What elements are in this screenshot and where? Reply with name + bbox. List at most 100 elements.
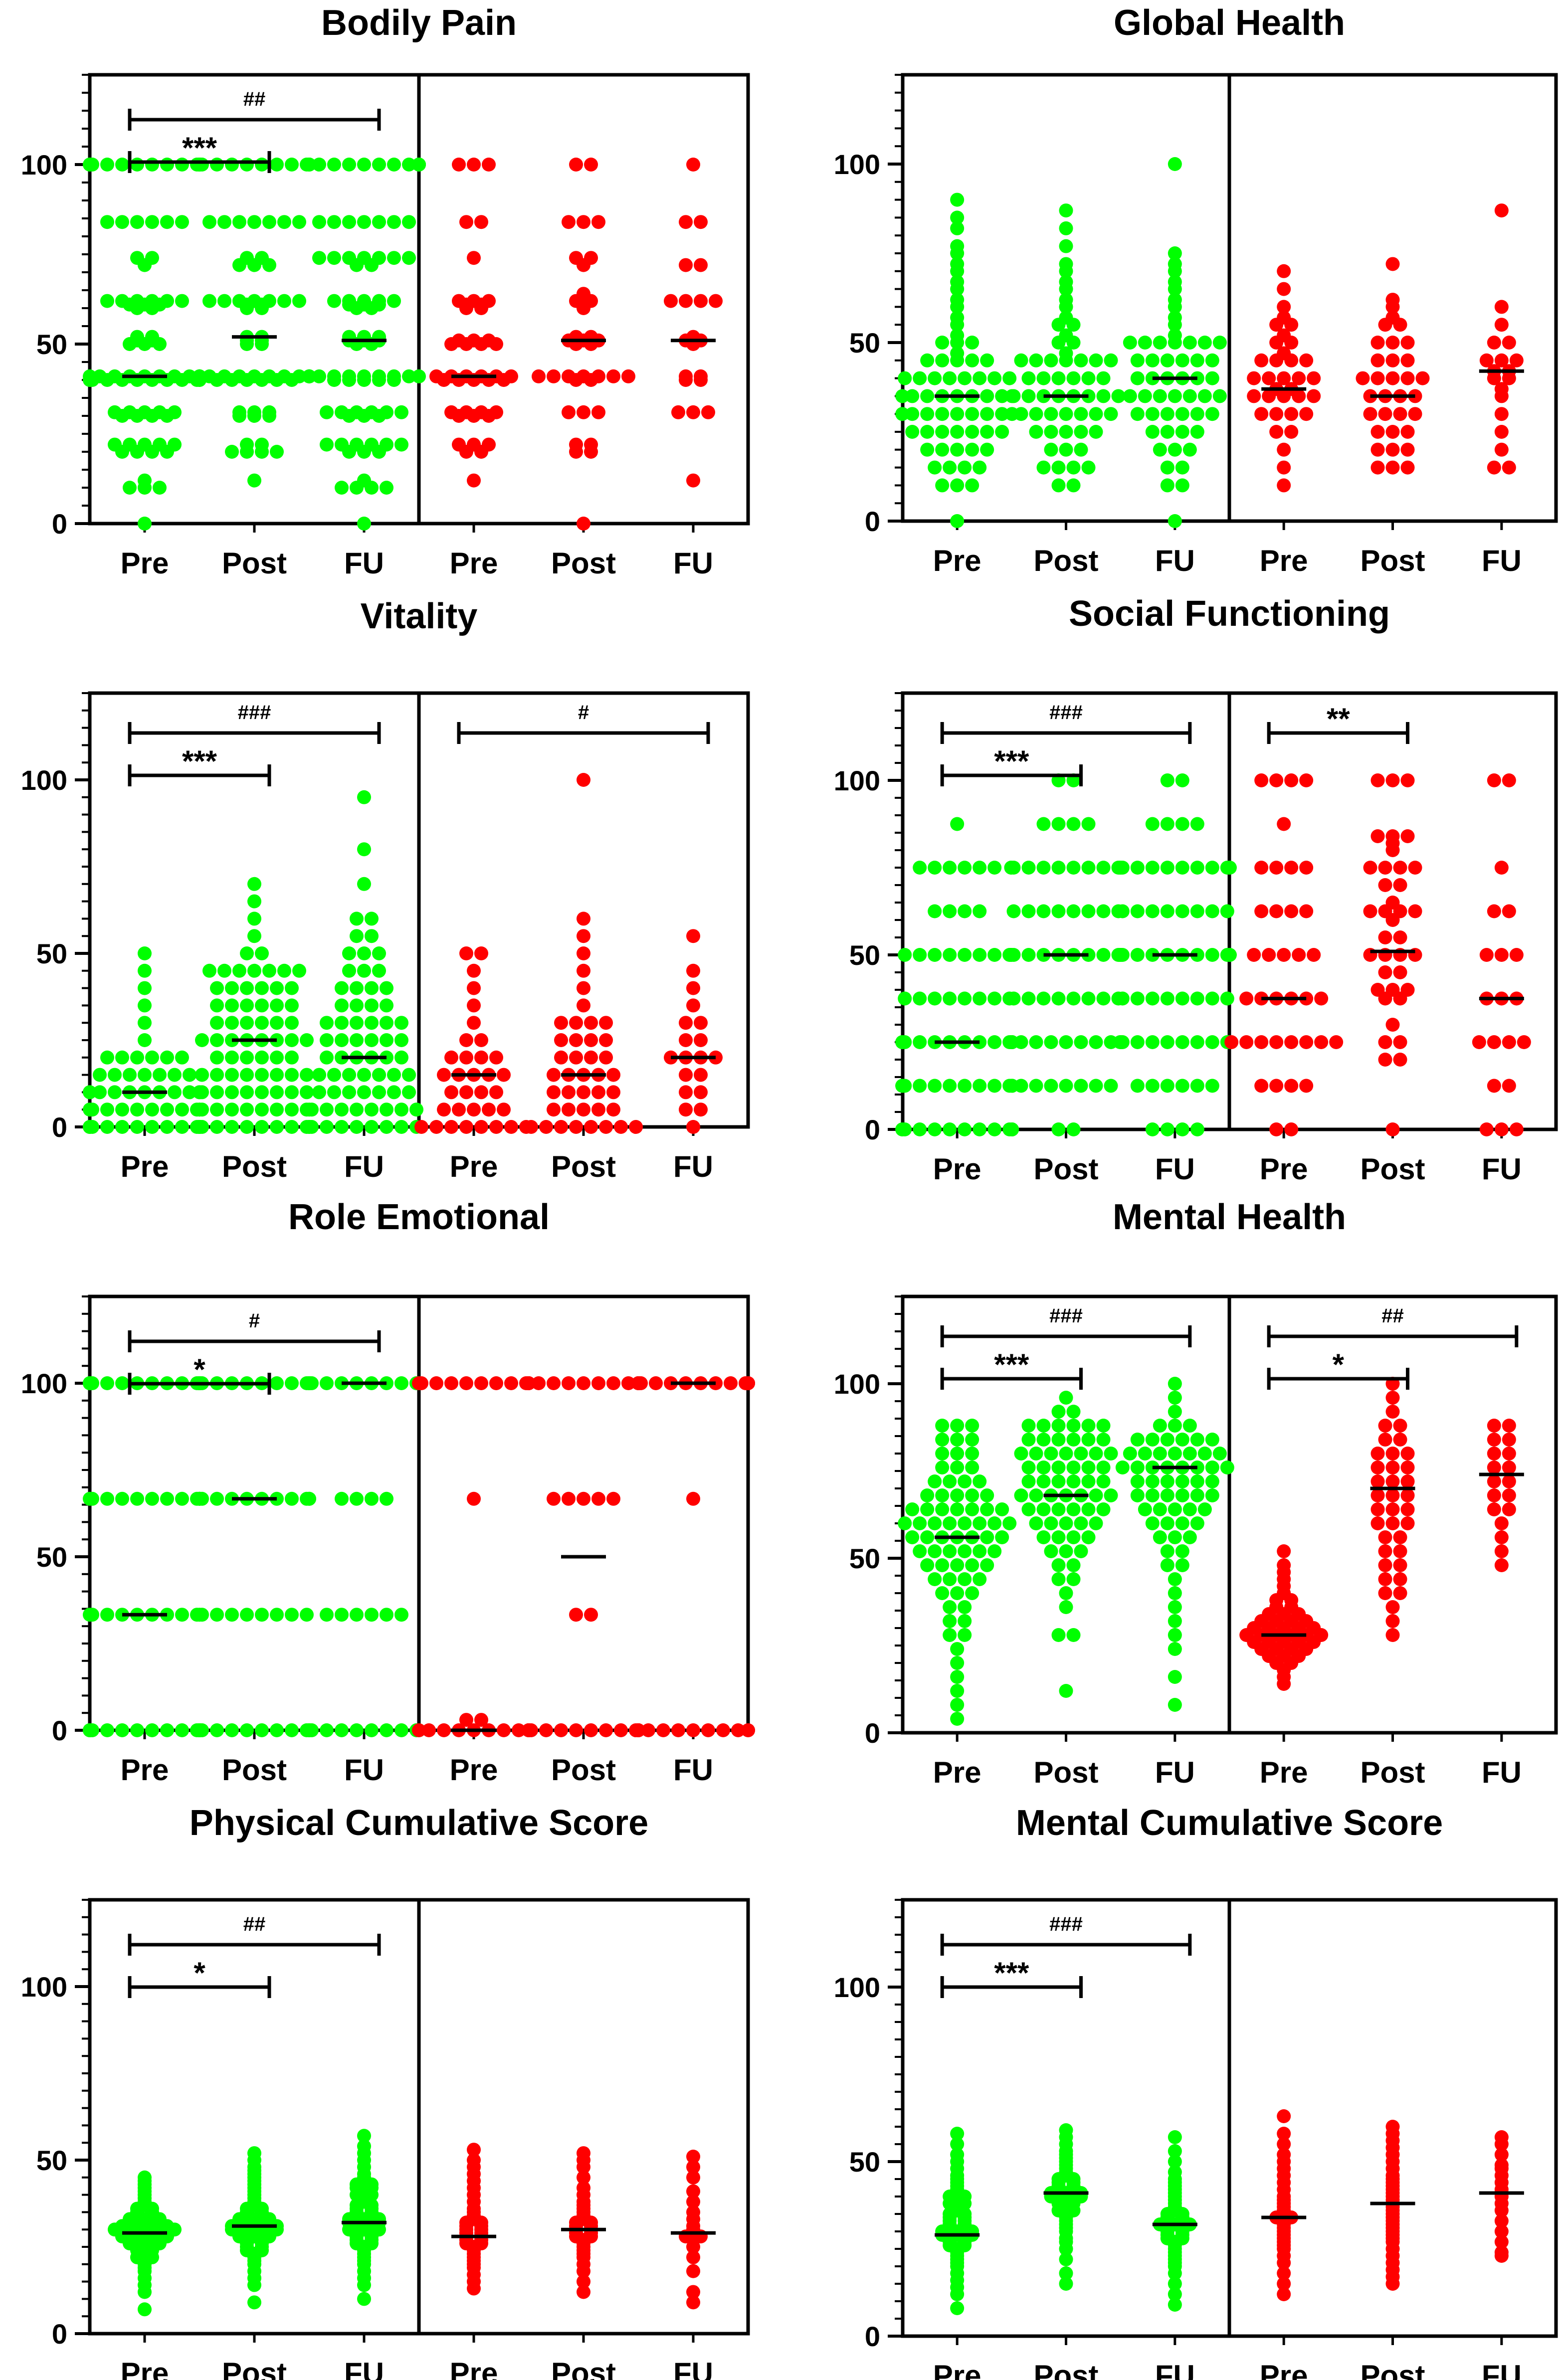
data-point: [1014, 353, 1028, 367]
data-point: [1036, 1419, 1051, 1433]
data-point: [1378, 930, 1392, 944]
data-point: [1239, 991, 1254, 1006]
data-point: [1160, 1544, 1174, 1558]
data-point: [1044, 1447, 1058, 1461]
data-point: [195, 1068, 209, 1082]
data-point: [1494, 861, 1509, 875]
data-point: [1190, 1516, 1204, 1530]
data-point: [1393, 1544, 1407, 1558]
data-point: [1096, 1461, 1111, 1474]
data-point: [115, 294, 129, 308]
data-point: [1021, 991, 1036, 1006]
data-point: [175, 1491, 189, 1506]
data-point: [357, 1068, 371, 1082]
data-point: [1182, 389, 1197, 403]
data-point: [320, 405, 334, 419]
data-point: [973, 991, 987, 1006]
data-point: [175, 1608, 189, 1622]
data-point: [1160, 1122, 1174, 1136]
data-point: [1168, 1419, 1182, 1433]
data-point: [577, 1491, 590, 1506]
data-point: [686, 1491, 700, 1506]
data-point: [372, 251, 386, 265]
data-point: [920, 1558, 935, 1572]
y-tick-label: 50: [36, 329, 67, 360]
data-point: [1096, 991, 1111, 1006]
data-point: [1385, 1018, 1400, 1032]
data-point: [980, 1558, 994, 1572]
data-point: [459, 1120, 473, 1134]
data-point: [1284, 1079, 1299, 1093]
data-point: [270, 1120, 284, 1134]
data-point: [145, 1723, 159, 1737]
data-point: [1385, 2120, 1400, 2134]
data-point: [1168, 1642, 1182, 1656]
data-point: [335, 981, 349, 995]
data-point: [357, 517, 371, 531]
data-point: [1081, 1433, 1096, 1447]
y-tick-label: 0: [52, 2318, 67, 2350]
data-point: [1036, 991, 1051, 1006]
data-point: [210, 1120, 224, 1134]
data-point: [913, 948, 927, 962]
data-point: [1190, 425, 1204, 439]
data-point: [1487, 1419, 1501, 1433]
data-point: [679, 258, 693, 272]
chart-panel: Role Emotional 0 50 100 Pre Post FU Pre Post FU # *: [21, 1197, 755, 1787]
x-tick-label: Pre: [933, 544, 981, 577]
data-point: [562, 1102, 576, 1117]
data-point: [943, 371, 957, 385]
data-point: [577, 773, 590, 787]
data-point: [958, 460, 972, 475]
data-point: [1153, 1447, 1167, 1461]
data-point: [913, 861, 927, 875]
data-point: [1254, 353, 1269, 367]
data-point: [210, 1050, 224, 1065]
data-point: [160, 1723, 174, 1737]
data-point: [1494, 2245, 1509, 2259]
data-point: [193, 369, 206, 383]
data-point: [569, 251, 583, 265]
data-point: [365, 1608, 379, 1622]
data-point: [1378, 407, 1392, 421]
data-point: [965, 1419, 979, 1433]
data-point: [175, 294, 189, 308]
data-point: [305, 1376, 319, 1390]
data-point: [357, 473, 371, 488]
data-point: [1385, 460, 1400, 475]
data-point: [482, 294, 496, 308]
data-point: [100, 1102, 114, 1117]
data-point: [474, 1033, 488, 1047]
data-point: [1479, 948, 1494, 962]
data-point: [145, 251, 159, 265]
data-point: [342, 251, 356, 265]
data-point: [1299, 904, 1314, 918]
data-point: [1005, 1122, 1019, 1136]
data-point: [504, 1120, 518, 1134]
data-point: [709, 294, 723, 308]
data-point: [1175, 1079, 1189, 1093]
data-point: [357, 2292, 371, 2306]
data-point: [394, 1050, 408, 1065]
data-point: [300, 1033, 314, 1047]
data-point: [474, 405, 488, 419]
data-point: [1168, 1377, 1182, 1391]
data-point: [694, 215, 708, 229]
data-point: [995, 389, 1009, 403]
data-point: [1160, 904, 1174, 918]
data-point: [694, 1102, 708, 1117]
data-point: [85, 1608, 99, 1622]
data-point: [584, 1033, 598, 1047]
data-point: [928, 904, 942, 918]
data-point: [1096, 1433, 1111, 1447]
data-point: [1168, 1698, 1182, 1712]
data-point: [686, 2195, 700, 2209]
y-tick-label: 50: [36, 938, 67, 969]
data-point: [85, 1491, 99, 1506]
data-point: [467, 1491, 481, 1506]
data-point: [357, 1085, 371, 1099]
data-point: [357, 877, 371, 891]
data-point: [467, 294, 481, 308]
data-point: [1190, 1433, 1204, 1447]
data-point: [232, 963, 246, 978]
